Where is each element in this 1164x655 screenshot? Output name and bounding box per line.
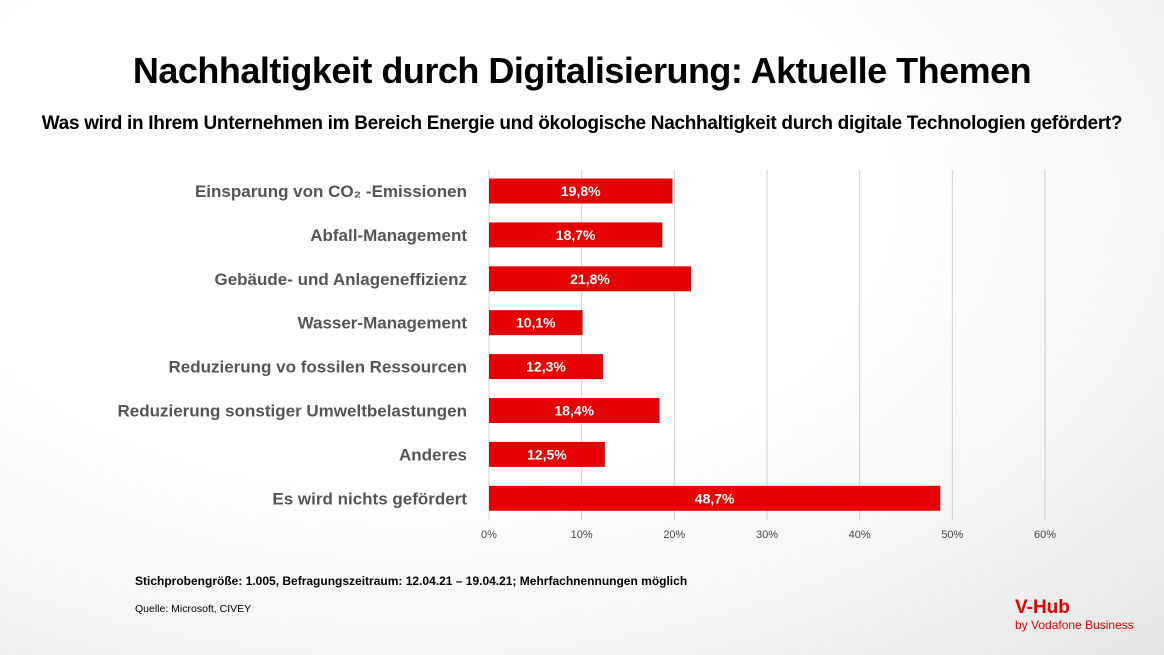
logo-title: V-Hub: [1015, 597, 1070, 618]
category-label: Abfall-Management: [310, 226, 467, 245]
x-tick-label: 10%: [571, 529, 593, 541]
x-tick-label: 0%: [481, 529, 497, 541]
bar: [489, 441, 605, 467]
bar: [489, 398, 660, 423]
category-label: Gebäude- und Anlageneffizienz: [215, 270, 468, 289]
x-tick-label: 60%: [1034, 529, 1056, 541]
bar-value-label: 12,3%: [526, 359, 566, 375]
bar-value-label: 48,7%: [695, 490, 735, 506]
category-label: Reduzierung sonstiger Umweltbelastungen: [118, 402, 468, 421]
bars: 19,8% 18,7% 21,8% 10,1% 12,3% 18,4% 12,5% 48,7%: [489, 178, 941, 511]
chart-title: Nachhaltigkeit durch Digitalisierung: Ak…: [132, 50, 1032, 91]
bar: [489, 310, 583, 336]
bar: [489, 222, 663, 248]
logo-subtitle: by Vodafone Business: [1015, 618, 1134, 632]
x-tick-label: 30%: [756, 529, 778, 541]
category-label: Anderes: [399, 445, 467, 464]
bar-value-label: 18,7%: [556, 227, 596, 243]
bar: [489, 266, 692, 292]
x-tick-label: 50%: [941, 529, 963, 541]
bar-value-label: 10,1%: [516, 315, 556, 331]
x-tick-label: 40%: [849, 529, 871, 541]
category-label: Es wird nichts gefördert: [272, 489, 467, 508]
category-label: Reduzierung vo fossilen Ressourcen: [168, 358, 467, 377]
bar-value-label: 19,8%: [561, 183, 601, 199]
bar: [489, 178, 673, 204]
category-label: Wasser-Management: [298, 314, 468, 333]
vhub-logo: V-Hub by Vodafone Business: [1015, 597, 1134, 633]
bar-value-label: 12,5%: [527, 446, 567, 462]
category-labels: Einsparung von CO₂ -Emissionen Abfall-Man…: [118, 182, 468, 508]
bar: [489, 485, 941, 511]
x-tick-label: 20%: [663, 529, 685, 541]
x-axis-ticks: 0% 10% 20% 30% 40% 50% 60%: [481, 529, 1056, 541]
bar-value-label: 18,4%: [554, 403, 594, 419]
bar-value-label: 21,8%: [570, 271, 610, 287]
source-note: Quelle: Microsoft, CIVEY: [135, 603, 252, 615]
sample-note: Stichprobengröße: 1.005, Befragungszeitr…: [135, 574, 688, 588]
bar: [489, 354, 603, 380]
category-label: Einsparung von CO₂ -Emissionen: [195, 182, 467, 201]
chart-subtitle: Was wird in Ihrem Unternehmen im Bereich…: [41, 113, 1123, 134]
